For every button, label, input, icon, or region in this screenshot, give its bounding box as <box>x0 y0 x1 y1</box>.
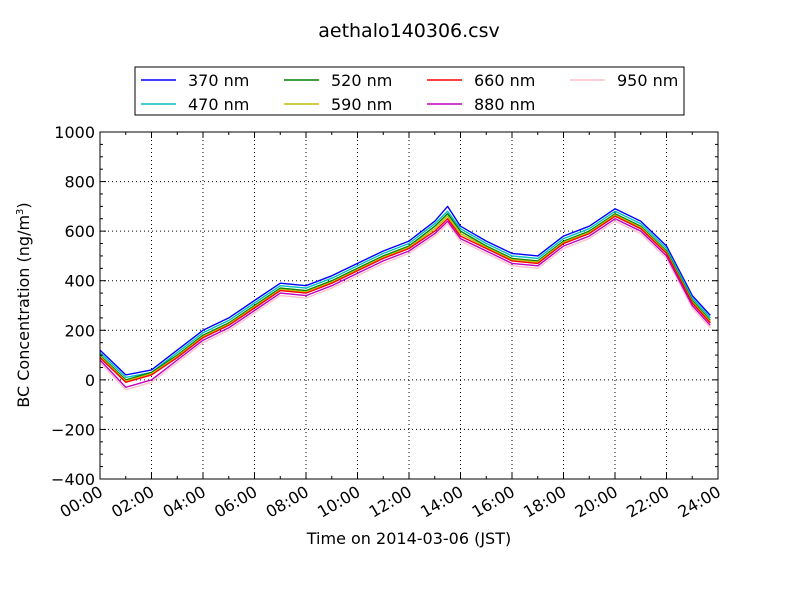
legend-label: 950 nm <box>617 71 678 90</box>
y-tick-label: 800 <box>64 173 95 192</box>
series-layer <box>99 205 711 391</box>
y-tick-label: 200 <box>64 321 95 340</box>
legend-label: 470 nm <box>188 95 249 114</box>
y-axis-title-superscript: 3 <box>15 209 26 215</box>
legend-label: 520 nm <box>331 71 392 90</box>
series-line-660-nm <box>99 215 711 383</box>
y-axis-title-close: ) <box>14 202 33 208</box>
series-line-880-nm <box>99 218 711 388</box>
y-tick-label: −200 <box>51 420 95 439</box>
legend: 370 nm 470 nm 520 nm 590 nm 660 nm 880 nm 950 … <box>134 66 685 116</box>
grid <box>100 132 718 479</box>
y-tick-label: 1000 <box>54 123 95 142</box>
y-axis-title-main: BC Concentration (ng/m <box>14 215 33 408</box>
y-tick-label: −400 <box>51 470 95 489</box>
y-axis-title: BC Concentration (ng/m3) <box>14 202 33 407</box>
y-tick-label: 400 <box>64 272 95 291</box>
series-line-520-nm <box>99 213 711 381</box>
legend-frame <box>134 66 685 116</box>
legend-label: 590 nm <box>331 95 392 114</box>
legend-label: 880 nm <box>474 95 535 114</box>
legend-label: 370 nm <box>188 71 249 90</box>
series-line-370-nm <box>99 205 711 376</box>
series-line-590-nm <box>99 214 711 382</box>
series-line-470-nm <box>99 210 711 379</box>
x-axis-title: Time on 2014-03-06 (JST) <box>306 529 511 548</box>
chart-title: aethalo140306.csv <box>318 20 500 42</box>
y-tick-label: 0 <box>85 371 95 390</box>
y-tick-label: 600 <box>64 222 95 241</box>
series-line-950-nm <box>99 220 711 391</box>
legend-label: 660 nm <box>474 71 535 90</box>
